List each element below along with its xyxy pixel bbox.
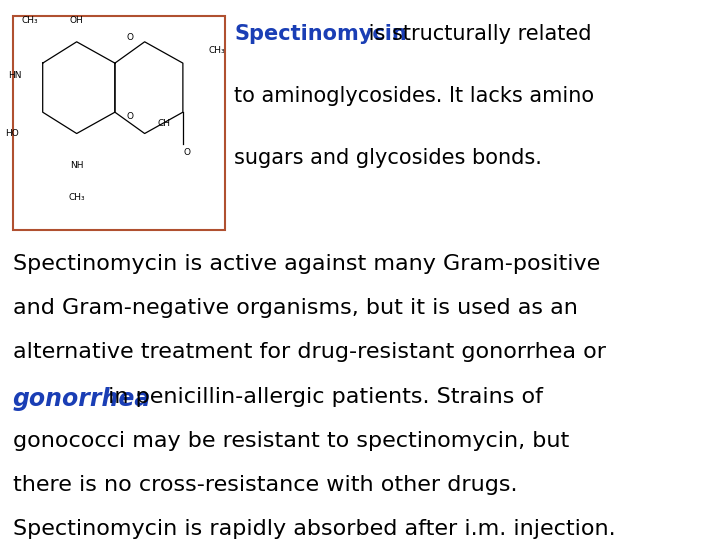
Text: O: O: [126, 112, 133, 121]
Text: NH: NH: [70, 161, 84, 170]
Text: in penicillin-allergic patients. Strains of: in penicillin-allergic patients. Strains…: [101, 387, 543, 407]
Bar: [13, 16, 225, 230]
Text: Spectinomycin is active against many Gram-positive: Spectinomycin is active against many Gra…: [13, 254, 600, 274]
Text: CH₃: CH₃: [208, 46, 225, 55]
Text: there is no cross-resistance with other drugs.: there is no cross-resistance with other …: [13, 475, 518, 495]
Text: to aminoglycosides. It lacks amino: to aminoglycosides. It lacks amino: [234, 86, 594, 106]
Text: HN: HN: [8, 71, 22, 80]
Text: CH: CH: [157, 119, 170, 127]
Text: alternative treatment for drug-resistant gonorrhea or: alternative treatment for drug-resistant…: [13, 342, 606, 362]
Text: and Gram-negative organisms, but it is used as an: and Gram-negative organisms, but it is u…: [13, 298, 578, 318]
Text: CH₃: CH₃: [22, 16, 38, 25]
Text: gonorrhea: gonorrhea: [13, 387, 151, 410]
Text: O: O: [184, 148, 191, 158]
Text: Spectinomycin: Spectinomycin: [234, 24, 407, 44]
Text: gonococci may be resistant to spectinomycin, but: gonococci may be resistant to spectinomy…: [13, 431, 570, 451]
Text: sugars and glycosides bonds.: sugars and glycosides bonds.: [234, 148, 542, 168]
Text: OH: OH: [70, 16, 84, 25]
Text: Spectinomycin is rapidly absorbed after i.m. injection.: Spectinomycin is rapidly absorbed after …: [13, 519, 616, 539]
Text: O: O: [126, 33, 133, 42]
Text: CH₃: CH₃: [68, 193, 85, 202]
Text: HO: HO: [6, 129, 19, 138]
Text: is structurally related: is structurally related: [362, 24, 592, 44]
